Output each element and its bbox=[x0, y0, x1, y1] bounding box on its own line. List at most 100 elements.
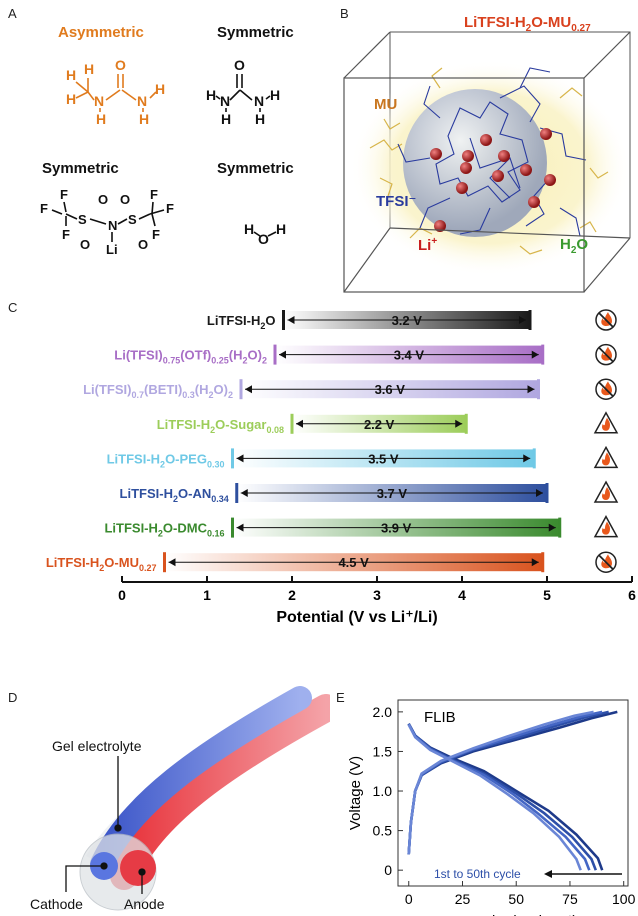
svg-text:F: F bbox=[40, 201, 48, 216]
svg-text:H: H bbox=[255, 111, 265, 127]
plot-frame bbox=[397, 699, 629, 887]
y-tick-label: 0.5 bbox=[373, 823, 393, 839]
x-tick-label: 0 bbox=[405, 891, 413, 907]
arrow-head-left bbox=[287, 316, 295, 324]
symmetric-title-water: Symmetric bbox=[217, 160, 294, 177]
bar-value-label: 4.5 V bbox=[338, 555, 369, 570]
arrow-head-left bbox=[236, 454, 244, 463]
panel-b-title-sub: 0.27 bbox=[571, 23, 591, 34]
x-tick-label: 2 bbox=[288, 587, 296, 603]
arrow-head-right bbox=[536, 489, 543, 497]
panel-label-b: B bbox=[340, 6, 349, 21]
svg-text:H: H bbox=[221, 111, 231, 127]
urea-molecule: O N N H H H H bbox=[206, 57, 280, 127]
molecule-structures: H H H N H O N H H O N N H H H H bbox=[40, 57, 286, 257]
arrow-head-left bbox=[240, 489, 248, 497]
label-mu: MU bbox=[374, 96, 398, 113]
arrow-head-left bbox=[236, 523, 244, 532]
svg-text:F: F bbox=[150, 187, 158, 202]
bar-value-label: 3.4 V bbox=[394, 348, 425, 363]
flame-shape bbox=[602, 487, 610, 500]
leader-lines bbox=[65, 756, 146, 894]
x-tick-label: 75 bbox=[562, 891, 578, 907]
label-cathode: Cathode bbox=[30, 896, 83, 912]
panel-b-title-part1: LiTFSI-H bbox=[464, 14, 526, 31]
x-tick-label: 1 bbox=[203, 587, 211, 603]
x-tick-label: 50 bbox=[508, 891, 524, 907]
flame-shape bbox=[602, 417, 610, 431]
svg-text:H: H bbox=[155, 81, 165, 97]
svg-text:H: H bbox=[84, 61, 94, 77]
svg-text:H: H bbox=[244, 221, 254, 237]
voltage-capacity-chart: 0 0.5 1.0 1.5 2.0 0 25 50 75 100 Capacity (mAh g⁻¹… bbox=[347, 699, 636, 916]
svg-text:S: S bbox=[78, 212, 87, 227]
label-h2o-o: O bbox=[576, 236, 589, 253]
flame-shape bbox=[602, 452, 610, 466]
fiber-battery-illustration bbox=[65, 686, 330, 911]
series-name-label: LiTFSI-H2O-PEG0.30 bbox=[107, 451, 225, 469]
cycle-curve-discharge bbox=[407, 723, 604, 871]
label-tfsi: TFSI⁻ bbox=[376, 193, 417, 210]
series-name-label: LiTFSI-H2O bbox=[207, 313, 276, 331]
cycle-curve-charge bbox=[407, 710, 609, 855]
panel-label-e: E bbox=[336, 690, 345, 705]
flame-shape bbox=[602, 521, 610, 535]
label-h2o-h: H bbox=[560, 236, 571, 253]
svg-text:N: N bbox=[108, 218, 117, 233]
y-tick-label: 1.5 bbox=[373, 743, 393, 759]
y-tick-label: 0 bbox=[384, 862, 392, 878]
svg-text:Li: Li bbox=[106, 242, 118, 257]
label-li: Li+ bbox=[418, 236, 437, 254]
svg-text:F: F bbox=[166, 201, 174, 216]
arrow-head-right bbox=[523, 454, 531, 463]
label-h2o-sub: 2 bbox=[570, 245, 577, 256]
x-tick-label: 5 bbox=[543, 587, 551, 603]
arrow-head-right bbox=[531, 558, 539, 567]
x-tick-label: 100 bbox=[612, 891, 636, 907]
bar-value-label: 3.9 V bbox=[381, 521, 412, 536]
x-tick-label: 6 bbox=[628, 587, 636, 603]
y-axis-title: Voltage (V) bbox=[347, 756, 364, 830]
svg-text:H: H bbox=[96, 111, 106, 127]
box-front-edges bbox=[343, 31, 631, 293]
svg-text:H: H bbox=[66, 67, 76, 83]
svg-text:O: O bbox=[80, 237, 90, 252]
x-tick-label: 25 bbox=[455, 891, 471, 907]
svg-text:N: N bbox=[254, 93, 264, 109]
arrow-head-left bbox=[296, 419, 303, 428]
arrow-head-right bbox=[455, 419, 463, 428]
svg-text:N: N bbox=[94, 93, 104, 109]
panel-b-title-sub2: 2 bbox=[525, 23, 532, 34]
tfsi-sticks bbox=[397, 67, 587, 237]
svg-text:N: N bbox=[137, 93, 147, 109]
series-name-label: LiTFSI-H2O-Sugar0.08 bbox=[157, 417, 284, 435]
anode-end bbox=[120, 850, 156, 886]
panel-b-title-part2: O-MU bbox=[531, 14, 572, 31]
svg-text:H: H bbox=[270, 87, 280, 103]
svg-text:O: O bbox=[234, 57, 245, 73]
series-name-label: LiTFSI-H2O-DMC0.16 bbox=[104, 521, 224, 539]
bar-value-label: 3.7 V bbox=[377, 486, 408, 501]
series-name-label: Li(TFSI)0.7(BETI)0.3(H2O)2 bbox=[83, 382, 233, 400]
strike-line bbox=[598, 346, 614, 363]
x-tick-label: 3 bbox=[373, 587, 381, 603]
series-name-label: LiTFSI-H2O-MU0.27 bbox=[46, 555, 157, 573]
arrow-head-left bbox=[279, 350, 286, 359]
arrow-head-right bbox=[531, 350, 539, 359]
arrow-head-left bbox=[168, 558, 176, 567]
svg-text:F: F bbox=[62, 227, 70, 242]
water-molecule: H O H bbox=[244, 221, 286, 247]
x-tick-label: 4 bbox=[458, 587, 466, 603]
strike-line bbox=[598, 312, 614, 328]
symmetric-title-lisalt: Symmetric bbox=[42, 160, 119, 177]
svg-text:O: O bbox=[115, 57, 126, 73]
svg-text:O: O bbox=[258, 231, 269, 247]
asymmetric-title: Asymmetric bbox=[58, 24, 144, 41]
panel-label-d: D bbox=[8, 690, 18, 705]
y-tick-label: 2.0 bbox=[373, 704, 393, 720]
series-name-label: LiTFSI-H2O-AN0.34 bbox=[120, 486, 229, 504]
svg-text:H: H bbox=[276, 221, 286, 237]
label-h2o: H2O bbox=[560, 236, 588, 256]
arrow-head-right bbox=[548, 523, 556, 532]
arrow-head-left bbox=[245, 385, 252, 394]
